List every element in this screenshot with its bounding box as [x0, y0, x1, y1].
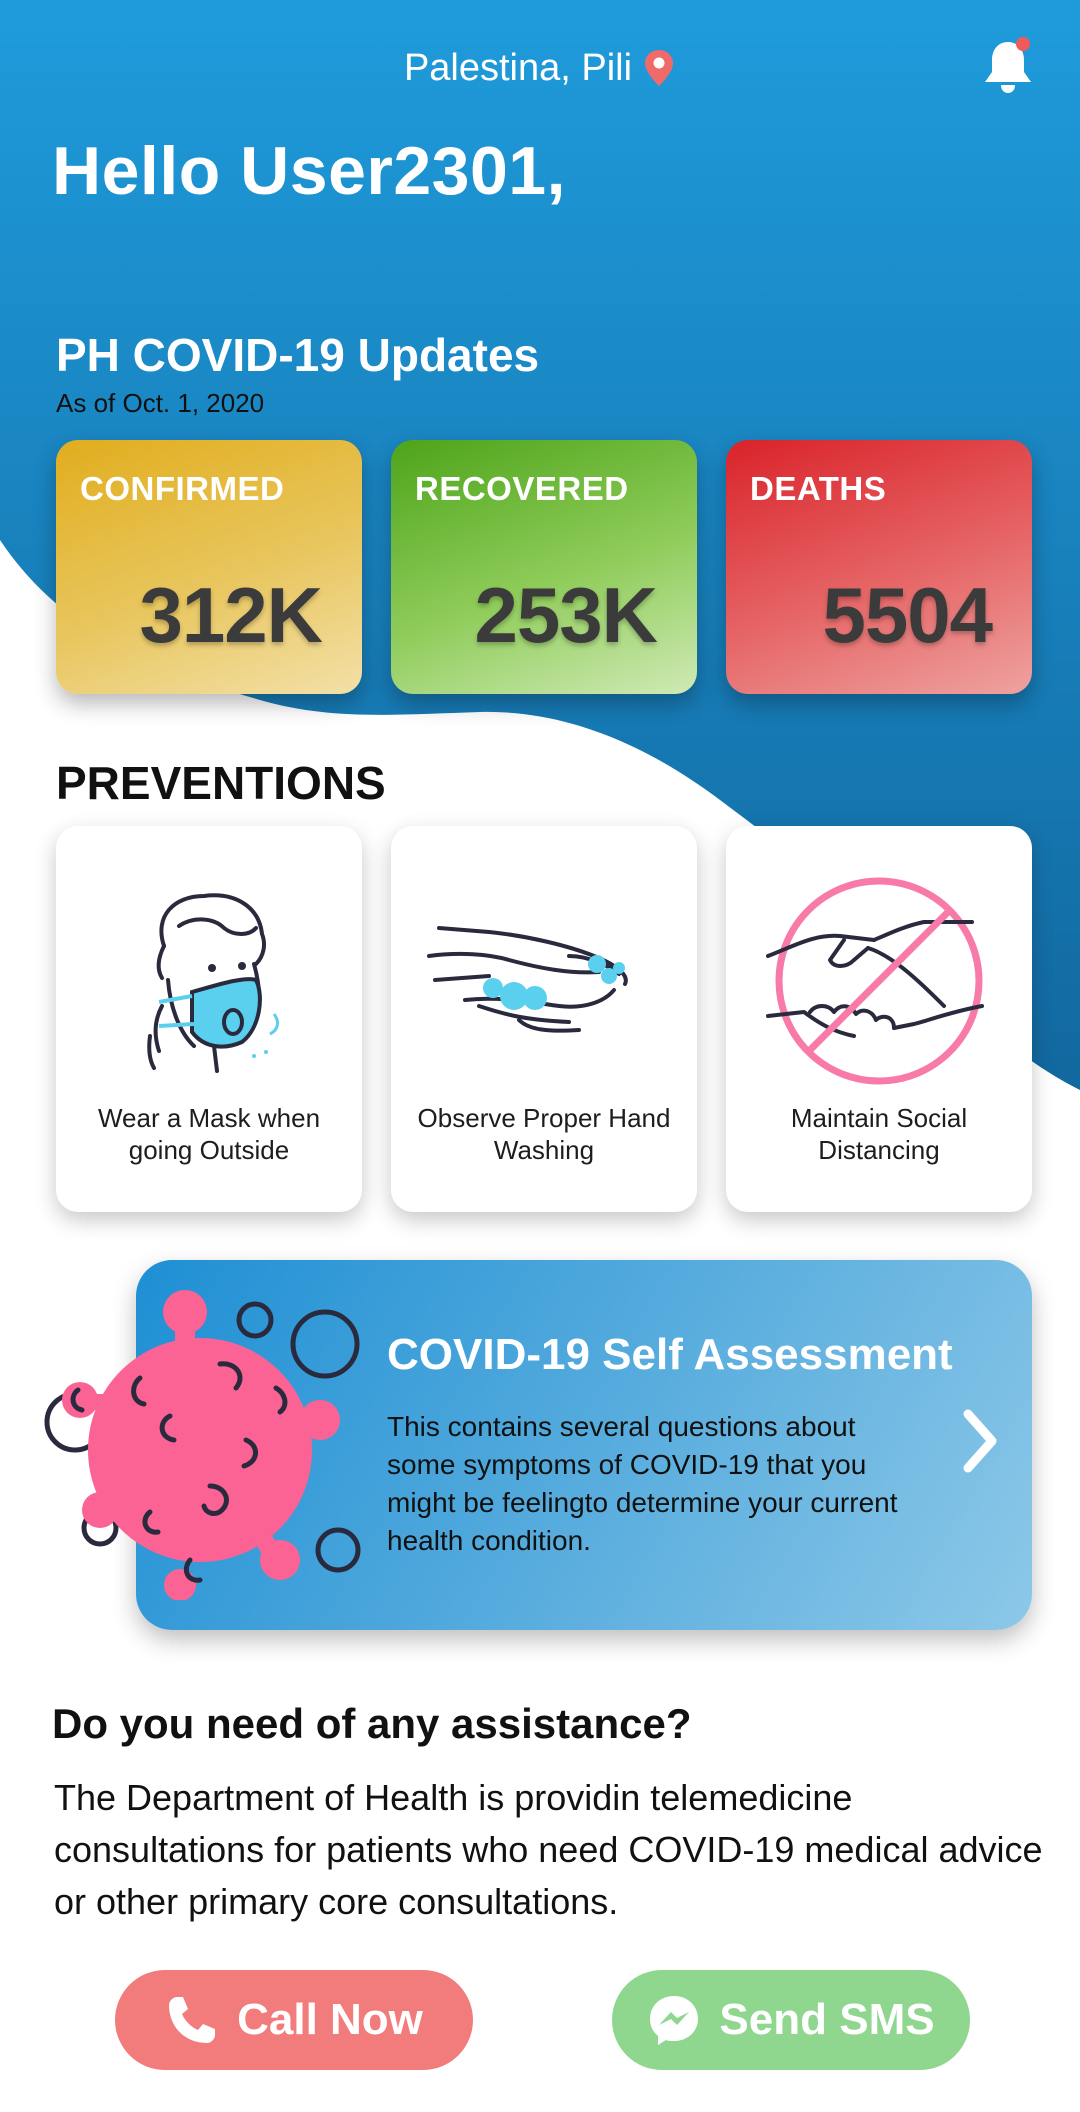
- prevention-label-mask: Wear a Mask when going Outside: [97, 1103, 321, 1165]
- chevron-right-icon[interactable]: [960, 1406, 1000, 1476]
- send-sms-label: Send SMS: [719, 1995, 935, 2044]
- prevention-card-mask[interactable]: Wear a Mask when going Outside: [56, 826, 362, 1212]
- confirmed-label: CONFIRMED: [80, 470, 285, 507]
- location-label: Palestina, Pili: [403, 46, 633, 89]
- no-handshake-icon: [766, 877, 984, 1085]
- deaths-value: 5504: [822, 571, 993, 659]
- self-assessment-description: This contains several questions about so…: [387, 1411, 898, 1556]
- assistance-title: Do you need of any assistance?: [52, 1700, 692, 1747]
- assistance-body: The Department of Health is providin tel…: [54, 1777, 1043, 1922]
- hand-washing-icon: [427, 926, 628, 1033]
- face-mask-icon: [147, 893, 279, 1073]
- prevention-label-distancing: Maintain Social Distancing: [790, 1103, 968, 1165]
- call-now-button[interactable]: Call Now: [115, 1970, 473, 2070]
- send-sms-button[interactable]: Send SMS: [612, 1970, 970, 2070]
- updates-date: As of Oct. 1, 2020: [56, 388, 265, 418]
- location-bar[interactable]: Palestina, Pili: [0, 38, 1080, 98]
- prevention-label-handwashing: Observe Proper Hand Washing: [417, 1103, 671, 1165]
- greeting-heading: Hello User2301,: [52, 133, 567, 209]
- updates-title: PH COVID-19 Updates: [56, 329, 540, 381]
- recovered-label: RECOVERED: [415, 470, 629, 507]
- self-assessment-card[interactable]: COVID-19 Self Assessment This contains s…: [136, 1260, 1032, 1630]
- messenger-icon: [650, 1996, 699, 2045]
- map-pin-icon: [645, 50, 674, 86]
- bell-icon[interactable]: [980, 36, 1036, 96]
- self-assessment-title: COVID-19 Self Assessment: [387, 1330, 953, 1379]
- prevention-card-distancing[interactable]: Maintain Social Distancing: [726, 826, 1032, 1212]
- deaths-label: DEATHS: [750, 470, 887, 507]
- prevention-card-handwashing[interactable]: Observe Proper Hand Washing: [391, 826, 697, 1212]
- preventions-title: PREVENTIONS: [56, 757, 386, 809]
- virus-icon: [44, 1290, 361, 1600]
- call-now-label: Call Now: [237, 1995, 423, 2044]
- confirmed-value: 312K: [139, 571, 323, 659]
- phone-icon: [169, 1997, 216, 2043]
- recovered-value: 253K: [474, 571, 658, 659]
- recovered-card: RECOVERED 253K: [391, 440, 697, 694]
- confirmed-card: CONFIRMED 312K: [56, 440, 362, 694]
- deaths-card: DEATHS 5504: [726, 440, 1032, 694]
